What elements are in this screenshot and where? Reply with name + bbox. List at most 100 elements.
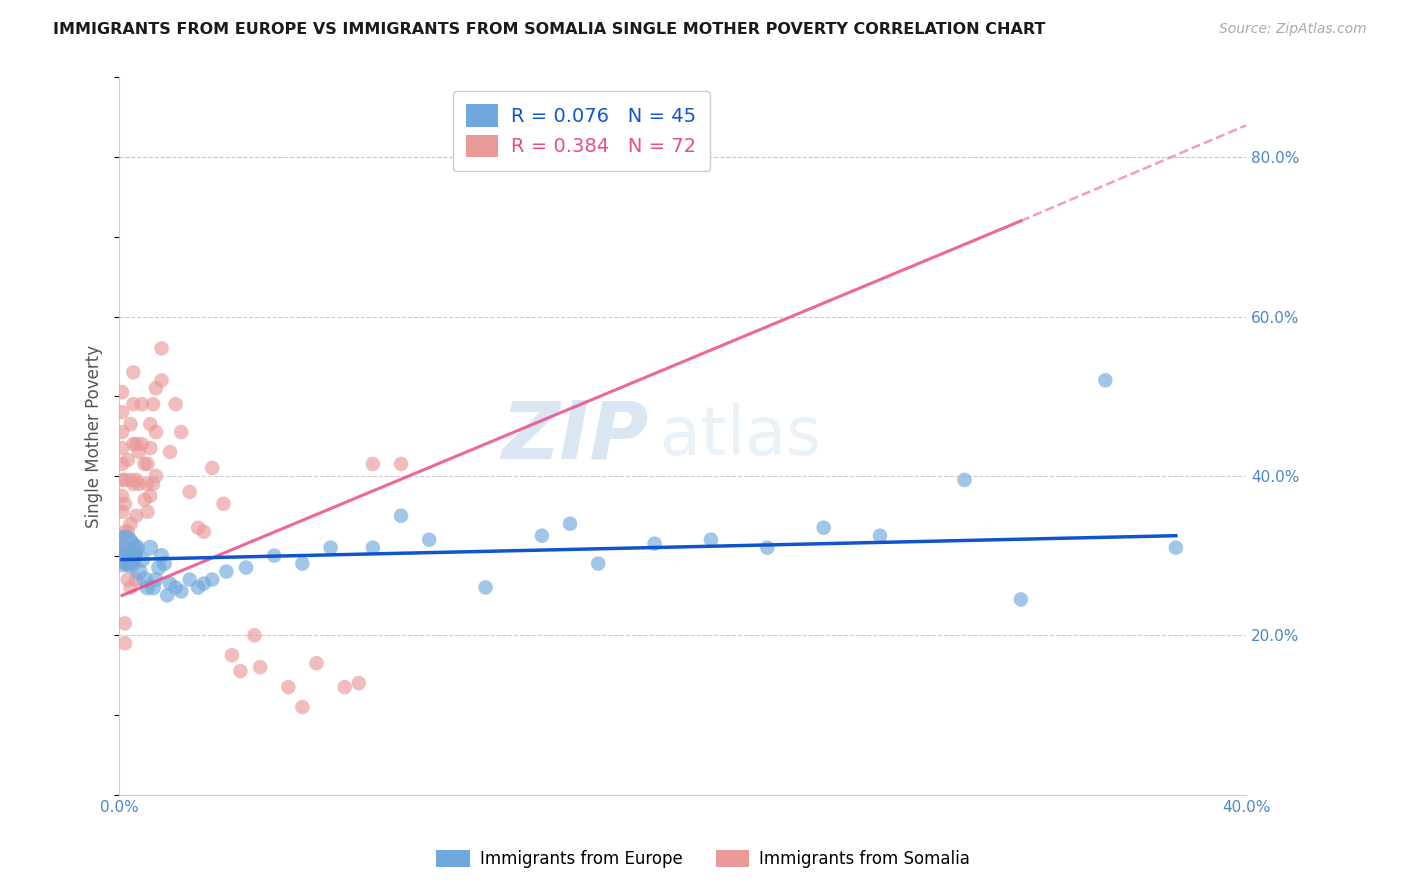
Point (305, 656, 328, 670)
Point (122, 476, 145, 491)
Point (179, 573, 201, 587)
Point (134, 457, 156, 471)
Point (136, 457, 159, 471)
Point (869, 529, 891, 543)
Point (142, 581, 165, 595)
Point (117, 573, 139, 587)
Point (291, 700, 314, 714)
Point (187, 521, 209, 535)
Point (150, 373, 173, 387)
Point (111, 505, 134, 519)
Legend: Immigrants from Europe, Immigrants from Somalia: Immigrants from Europe, Immigrants from … (427, 842, 979, 877)
Point (111, 425, 134, 439)
Point (474, 581, 496, 595)
Point (179, 484, 201, 499)
Point (319, 541, 342, 555)
Point (136, 476, 159, 491)
Point (150, 549, 173, 563)
Point (1164, 541, 1187, 555)
Point (263, 549, 285, 563)
Point (114, 473, 136, 487)
Point (145, 469, 167, 483)
Point (235, 560, 257, 574)
Point (361, 457, 384, 471)
Point (159, 445, 181, 459)
Point (117, 453, 139, 467)
Point (389, 457, 412, 471)
Point (165, 581, 187, 595)
Point (114, 524, 136, 539)
Point (215, 565, 238, 579)
Point (120, 516, 142, 531)
Point (134, 573, 156, 587)
Point (111, 489, 134, 503)
Point (249, 660, 271, 674)
Point (418, 533, 440, 547)
Point (291, 557, 314, 571)
Point (125, 437, 148, 451)
Point (128, 565, 150, 579)
Point (111, 405, 134, 419)
Point (193, 524, 215, 539)
Point (201, 573, 224, 587)
Point (111, 473, 134, 487)
Point (229, 664, 252, 678)
Text: Source: ZipAtlas.com: Source: ZipAtlas.com (1219, 22, 1367, 37)
Point (193, 576, 215, 591)
Point (117, 552, 139, 566)
Point (333, 680, 356, 694)
Point (156, 589, 179, 603)
Point (153, 557, 176, 571)
Point (145, 425, 167, 439)
Point (813, 521, 835, 535)
Point (111, 441, 134, 455)
Point (122, 549, 145, 563)
Point (111, 385, 134, 400)
Point (120, 417, 142, 431)
Point (142, 397, 165, 411)
Point (159, 576, 181, 591)
Point (361, 541, 384, 555)
Point (117, 524, 139, 539)
Point (389, 508, 412, 523)
Point (111, 536, 134, 550)
Point (128, 476, 150, 491)
Point (170, 584, 193, 599)
Point (122, 397, 145, 411)
Point (114, 541, 136, 555)
Point (136, 581, 159, 595)
Y-axis label: Single Mother Poverty: Single Mother Poverty (86, 344, 103, 528)
Point (125, 508, 148, 523)
Point (136, 505, 159, 519)
Point (114, 557, 136, 571)
Point (125, 573, 148, 587)
Point (170, 425, 193, 439)
Point (111, 544, 134, 558)
Point (243, 628, 266, 642)
Point (114, 636, 136, 650)
Point (139, 541, 162, 555)
Point (111, 457, 134, 471)
Point (212, 497, 235, 511)
Point (148, 560, 170, 574)
Text: atlas: atlas (661, 403, 821, 469)
Point (128, 445, 150, 459)
Point (117, 549, 139, 563)
Point (114, 616, 136, 631)
Point (120, 581, 142, 595)
Point (347, 676, 370, 690)
Point (586, 557, 609, 571)
Point (558, 516, 581, 531)
Point (125, 541, 148, 555)
Point (700, 533, 723, 547)
Point (122, 365, 145, 379)
Text: IMMIGRANTS FROM EUROPE VS IMMIGRANTS FROM SOMALIA SINGLE MOTHER POVERTY CORRELAT: IMMIGRANTS FROM EUROPE VS IMMIGRANTS FRO… (53, 22, 1046, 37)
Point (114, 536, 136, 550)
Point (120, 557, 142, 571)
Point (131, 437, 153, 451)
Point (221, 648, 243, 663)
Point (187, 581, 209, 595)
Text: ZIP: ZIP (502, 397, 650, 475)
Point (139, 417, 162, 431)
Point (139, 441, 162, 455)
